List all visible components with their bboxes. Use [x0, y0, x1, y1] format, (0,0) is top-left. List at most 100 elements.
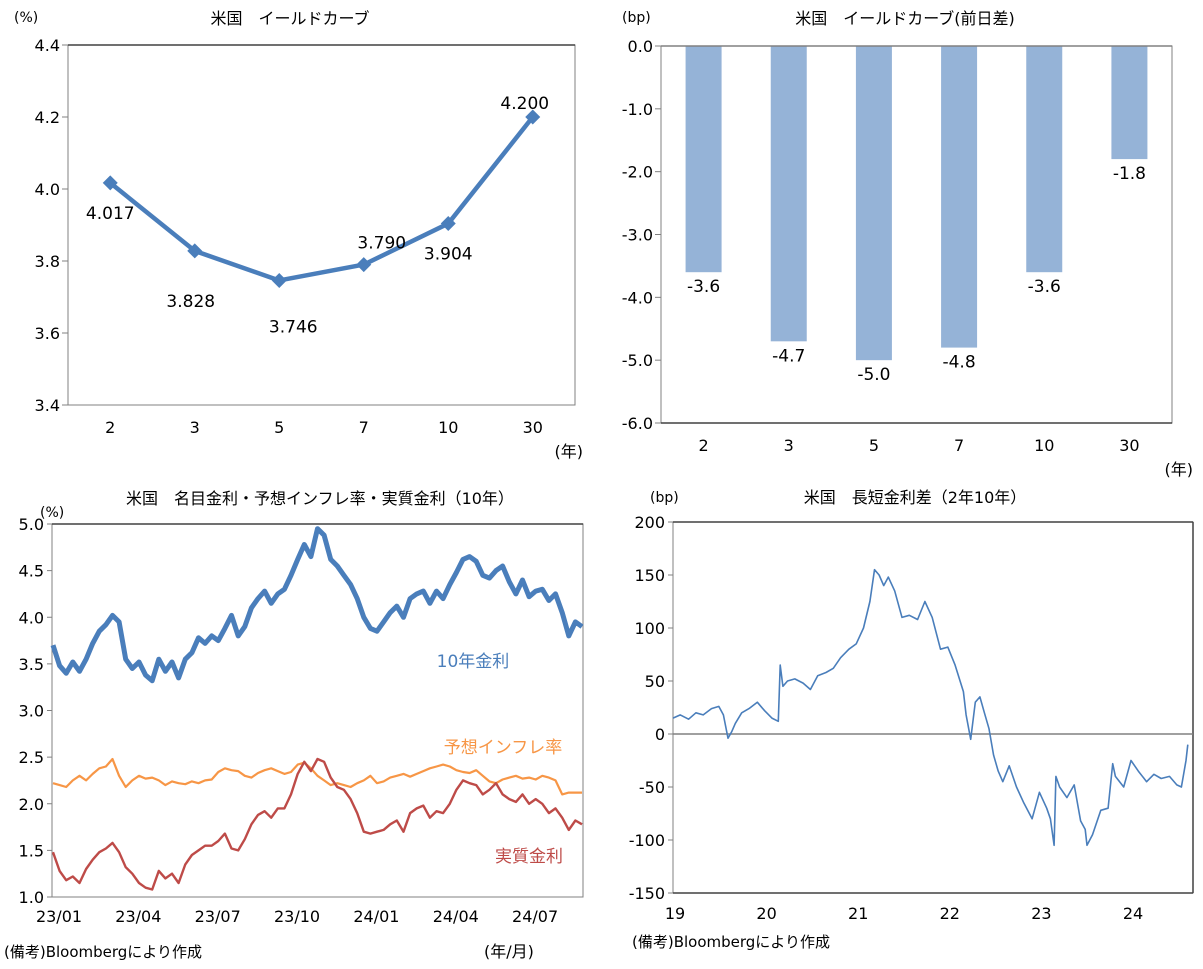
x-tick-label: 2 — [105, 418, 115, 437]
y-tick-label: 4.0 — [19, 608, 44, 627]
x-tick-label: 10 — [1034, 436, 1054, 455]
y-tick-label: 3.0 — [19, 702, 44, 721]
data-label: 3.746 — [269, 317, 318, 337]
x-tick-label: 5 — [869, 436, 879, 455]
yield-curve-chart: (%) 米国 イールドカーブ 3.4 3.6 3.8 4.0 4.2 4.4 2 3 5 7 10… — [14, 9, 583, 461]
x-tick-label: 3 — [784, 436, 794, 455]
y-tick-label: 2.5 — [19, 748, 44, 767]
bar — [685, 46, 722, 273]
x-tick-label: 24/07 — [512, 907, 558, 926]
series-line-nominal-10y — [50, 526, 584, 684]
yield-curve-markers — [102, 109, 541, 288]
bar — [941, 46, 978, 348]
yield-curve-x-axis: 2 3 5 7 10 30 — [105, 418, 543, 437]
x-tick-label: 23/04 — [115, 907, 161, 926]
bar-data-label: -5.0 — [857, 365, 890, 385]
bar — [770, 46, 807, 342]
bar-data-label: -3.6 — [1028, 277, 1061, 297]
bar-data-label: -4.8 — [942, 353, 975, 373]
yield-curve-y-unit: (%) — [14, 10, 38, 26]
x-tick-label: 24 — [1123, 904, 1143, 923]
x-tick-label: 23/01 — [36, 907, 82, 926]
x-tick-label: 5 — [274, 418, 284, 437]
term-spread-source-note: (備考)Bloombergにより作成 — [632, 933, 830, 951]
x-tick-label: 20 — [756, 904, 776, 923]
data-point-marker — [102, 175, 118, 191]
bar-data-label: -3.6 — [687, 277, 720, 297]
x-tick-label: 19 — [665, 904, 685, 923]
x-tick-label: 23 — [1031, 904, 1051, 923]
yield-curve-y-axis: 3.4 3.6 3.8 4.0 4.2 4.4 — [35, 36, 68, 415]
rates-series — [50, 526, 584, 891]
x-tick-label: 23/10 — [274, 907, 320, 926]
yield-change-chart: (bp) 米国 イールドカーブ(前日差) 0.0 -1.0 -2.0 -3.0 -4.0… — [622, 9, 1193, 479]
rates-source-note: (備考)Bloombergにより作成 — [4, 943, 202, 961]
bar — [1026, 46, 1063, 273]
x-tick-label: 10 — [438, 418, 458, 437]
term-spread-series-line — [672, 568, 1189, 847]
bar — [855, 46, 892, 361]
x-tick-label: 3 — [190, 418, 200, 437]
y-tick-label: 200 — [634, 513, 665, 532]
y-tick-label: -150 — [629, 884, 665, 903]
y-tick-label: 0.0 — [628, 37, 653, 56]
x-tick-label: 24/01 — [353, 907, 399, 926]
data-label: 4.017 — [86, 204, 135, 224]
yield-change-title: 米国 イールドカーブ(前日差) — [795, 9, 1015, 28]
y-tick-label: 2.0 — [19, 795, 44, 814]
y-tick-label: 1.5 — [19, 841, 44, 860]
rates-y-unit: (%) — [40, 505, 64, 521]
annotation-real-rate: 実質金利 — [495, 847, 563, 867]
yield-change-y-unit: (bp) — [622, 10, 651, 26]
data-point-marker — [440, 216, 456, 232]
bar — [1111, 46, 1148, 160]
data-point-marker — [356, 257, 372, 273]
series-line-real-rate — [51, 757, 583, 891]
y-tick-label: 4.4 — [35, 36, 60, 55]
y-tick-label: 4.5 — [19, 562, 44, 581]
x-tick-label: 2 — [698, 436, 708, 455]
bar-data-label: -4.7 — [772, 346, 805, 366]
yield-curve-series-line — [108, 115, 535, 283]
y-tick-label: -3.0 — [622, 226, 653, 245]
rates-y-axis: 1.0 1.5 2.0 2.5 3.0 3.5 4.0 4.5 5.0 — [19, 515, 52, 907]
data-label: 3.790 — [357, 234, 406, 254]
yield-change-bars — [685, 46, 1148, 361]
x-tick-label: 24/04 — [433, 907, 479, 926]
bar-data-label: -1.8 — [1113, 164, 1146, 184]
y-tick-label: -5.0 — [622, 351, 653, 370]
yield-change-x-axis: 2 3 5 7 10 30 — [698, 436, 1139, 455]
y-tick-label: -6.0 — [622, 414, 653, 433]
y-tick-label: -100 — [629, 831, 665, 850]
data-label: 3.828 — [166, 292, 215, 312]
data-point-marker — [187, 243, 203, 259]
data-point-marker — [525, 109, 541, 125]
yield-change-data-labels: -3.6 -4.7 -5.0 -4.8 -3.6 -1.8 — [687, 164, 1146, 385]
y-tick-label: -50 — [639, 778, 665, 797]
annotation-breakeven: 予想インフレ率 — [444, 738, 563, 758]
yield-curve-title: 米国 イールドカーブ — [210, 9, 369, 28]
y-tick-label: 4.2 — [35, 108, 60, 127]
y-tick-label: -4.0 — [622, 288, 653, 307]
rates-title: 米国 名目金利・予想インフレ率・実質金利（10年） — [126, 489, 514, 508]
series-line-breakeven — [52, 757, 582, 796]
y-tick-label: 3.8 — [35, 252, 60, 271]
y-tick-label: 3.4 — [35, 396, 60, 415]
yield-curve-data-labels: 4.017 3.828 3.746 3.790 3.904 4.200 — [86, 94, 549, 337]
x-tick-label: 7 — [359, 418, 369, 437]
x-tick-label: 22 — [940, 904, 960, 923]
yield-curve-plot-frame — [67, 44, 576, 406]
y-tick-label: -1.0 — [622, 100, 653, 119]
y-tick-label: 1.0 — [19, 888, 44, 907]
yield-change-y-axis: 0.0 -1.0 -2.0 -3.0 -4.0 -5.0 -6.0 — [622, 37, 661, 433]
y-tick-label: 3.6 — [35, 324, 60, 343]
x-tick-label: 7 — [954, 436, 964, 455]
rates-chart: (%) 米国 名目金利・予想インフレ率・実質金利（10年） 1.0 1.5 2.0 2… — [4, 489, 584, 961]
x-tick-label: 21 — [848, 904, 868, 923]
y-tick-label: -2.0 — [622, 163, 653, 182]
y-tick-label: 100 — [634, 619, 665, 638]
term-spread-y-axis: 200 150 100 50 0 -50 -100 -150 — [629, 513, 673, 903]
y-tick-label: 3.5 — [19, 655, 44, 674]
x-tick-label: 23/07 — [195, 907, 241, 926]
